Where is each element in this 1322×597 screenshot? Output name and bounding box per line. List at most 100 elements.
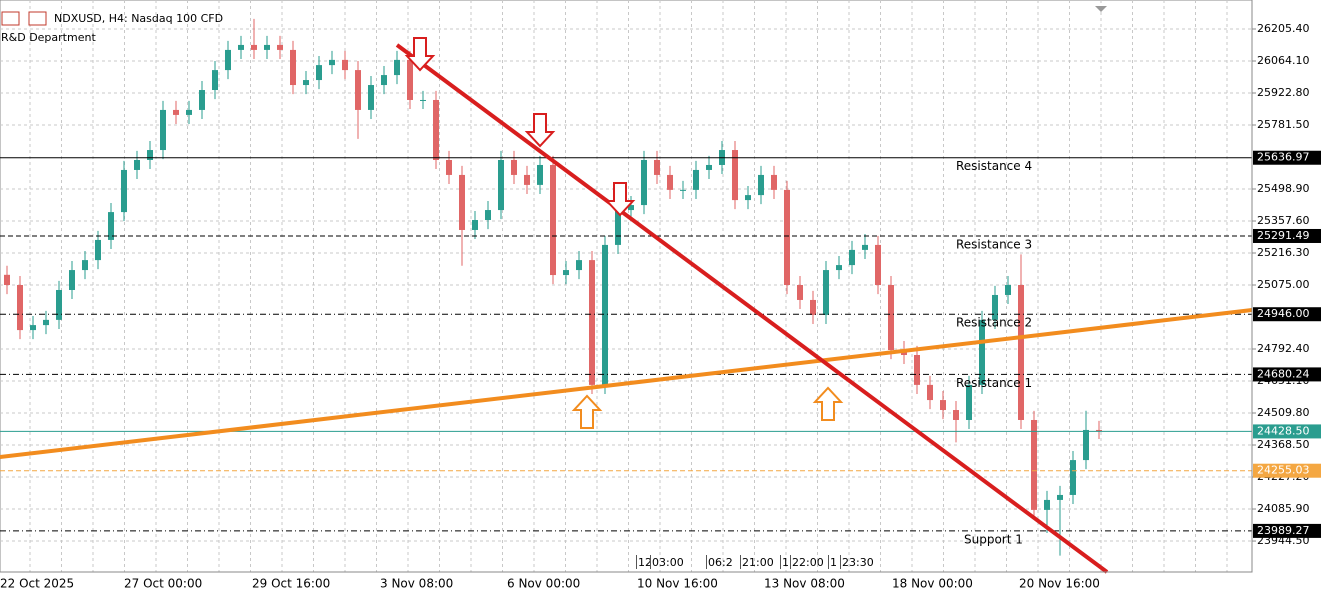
candle-body	[173, 109, 179, 115]
candle-body	[524, 174, 530, 185]
candle-body	[225, 49, 231, 71]
scroll-marker	[1095, 6, 1107, 12]
level-label-box	[1253, 424, 1321, 439]
candle-body	[355, 70, 361, 110]
candle-body	[745, 195, 751, 201]
time-mark: 06:2	[708, 556, 733, 569]
x-tick-label: 13 Nov 08:00	[764, 577, 845, 591]
time-mark-box	[706, 555, 707, 569]
candle-body	[43, 319, 49, 326]
level-price-label: 24680.24	[1257, 367, 1310, 380]
chart-icon[interactable]	[28, 11, 47, 26]
candle-body	[147, 150, 153, 160]
up-arrow	[812, 386, 844, 421]
time-mark-box	[740, 555, 741, 569]
candle-body	[199, 90, 205, 110]
candle-body	[537, 164, 543, 185]
x-tick-label: 22 Oct 2025	[0, 577, 74, 591]
candle-body	[758, 174, 764, 196]
candle-body	[927, 384, 933, 401]
candle-body	[680, 189, 686, 191]
candle-body	[1005, 285, 1011, 295]
y-tick-label: 25781.50	[1257, 118, 1310, 131]
y-tick-label: 25498.90	[1257, 182, 1310, 195]
level-price-label: 25291.49	[1257, 229, 1310, 242]
y-tick-label: 25075.00	[1257, 278, 1310, 291]
x-tick-label: 18 Nov 00:00	[892, 577, 973, 591]
candle-body	[706, 164, 712, 170]
candle-body	[810, 299, 816, 315]
time-mark: 03:00	[652, 556, 684, 569]
level-price-label: 23989.27	[1257, 524, 1310, 537]
candle-body	[121, 169, 127, 213]
support-trendline	[0, 308, 1253, 459]
time-mark: 1	[782, 556, 789, 569]
candle-body	[69, 270, 75, 290]
down-arrow	[524, 113, 556, 148]
time-mark: 1	[830, 556, 837, 569]
level-price-label: 24428.50	[1257, 424, 1310, 437]
candle-body	[615, 210, 621, 245]
candle-body	[784, 189, 790, 286]
candle-body	[1096, 429, 1102, 432]
x-tick-label: 29 Oct 16:00	[252, 577, 330, 591]
y-tick-label: 26205.40	[1257, 22, 1310, 35]
candle-body	[251, 44, 257, 50]
candle-body	[1044, 499, 1050, 510]
candle-body	[940, 400, 946, 411]
candle-body	[888, 285, 894, 351]
level-name: Resistance 2	[956, 316, 1032, 330]
down-arrow	[604, 182, 636, 217]
level-label-box	[1253, 307, 1321, 322]
time-mark: 12	[638, 556, 652, 569]
candle-body	[82, 260, 88, 271]
time-mark-box	[650, 555, 651, 569]
candle-body	[1031, 419, 1037, 510]
level-label-box	[1253, 367, 1321, 382]
candle-body	[108, 212, 114, 240]
resistance-trendline	[395, 43, 1109, 574]
candle-body	[849, 249, 855, 266]
candle-body	[277, 44, 283, 50]
candle-body	[823, 270, 829, 315]
candle-body	[238, 44, 244, 50]
level-label-box	[1253, 150, 1321, 165]
x-tick-label: 3 Nov 08:00	[380, 577, 453, 591]
candle-body	[1070, 460, 1076, 495]
candle-body	[966, 384, 972, 420]
candle-body	[186, 109, 192, 115]
level-name: Resistance 4	[956, 159, 1032, 173]
candle-body	[342, 59, 348, 71]
candle-body	[394, 59, 400, 76]
candle-body	[381, 75, 387, 86]
time-mark-box	[780, 555, 781, 569]
menu-icon[interactable]	[1, 11, 20, 26]
y-tick-label: 25357.60	[1257, 214, 1310, 227]
candle-body	[550, 164, 556, 276]
candle-body	[862, 244, 868, 250]
level-name: Support 1	[964, 532, 1023, 546]
y-tick-label: 24509.80	[1257, 406, 1310, 419]
candle-body	[17, 285, 23, 331]
time-mark-box	[790, 555, 791, 569]
subtitle: R&D Department	[1, 31, 96, 44]
candle-body	[979, 319, 985, 385]
candle-body	[836, 265, 842, 271]
candle-body	[1018, 285, 1024, 420]
time-mark: 21:00	[742, 556, 774, 569]
x-tick-label: 10 Nov 16:00	[637, 577, 718, 591]
candle-body	[628, 205, 634, 211]
up-arrow	[571, 394, 603, 429]
candle-body	[303, 80, 309, 86]
sell-arrows	[404, 37, 636, 217]
x-tick-label: 6 Nov 00:00	[507, 577, 580, 591]
y-tick-label: 24368.50	[1257, 438, 1310, 451]
x-tick-label: 20 Nov 16:00	[1019, 577, 1100, 591]
time-mark: 23:30	[842, 556, 874, 569]
candle-body	[953, 410, 959, 420]
candle-body	[498, 159, 504, 211]
candle-body	[56, 289, 62, 320]
candle-body	[589, 260, 595, 385]
level-price-label: 25636.97	[1257, 151, 1310, 164]
